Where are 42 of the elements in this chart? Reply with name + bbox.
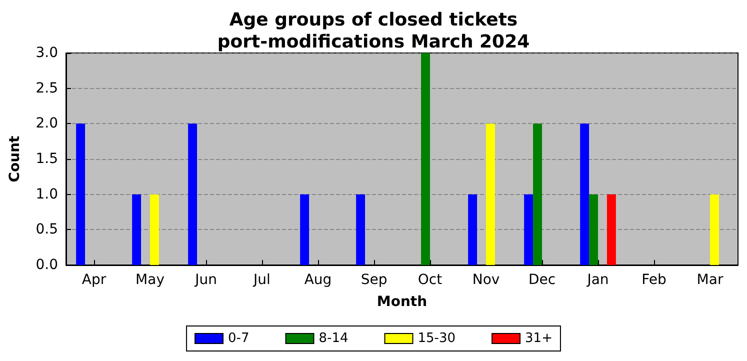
bar	[580, 124, 590, 265]
bar	[468, 194, 478, 265]
x-tick-label: Aug	[304, 272, 332, 288]
x-tick-label: Sep	[360, 272, 388, 288]
y-tick-label: 3.0	[36, 45, 58, 61]
bar	[589, 194, 598, 265]
x-tick-label: Jan	[586, 272, 609, 288]
y-tick-label: 1.5	[36, 151, 58, 167]
bar	[524, 194, 534, 265]
bar	[421, 53, 430, 265]
bar	[300, 194, 310, 265]
bar	[150, 194, 159, 265]
bar	[710, 194, 719, 265]
bar	[132, 194, 142, 265]
legend-label: 15-30	[418, 331, 456, 346]
y-tick-label: 1.0	[36, 186, 58, 202]
chart-subtitle: port-modifications March 2024	[217, 32, 530, 52]
x-tick-label: Nov	[472, 272, 500, 288]
legend-label: 8-14	[318, 331, 348, 346]
x-axis-title: Month	[376, 294, 428, 310]
bar	[356, 194, 366, 265]
x-tick-label: Mar	[696, 272, 724, 288]
y-axis-title: Count	[7, 135, 23, 182]
y-tick-label: 2.5	[36, 80, 58, 96]
x-tick-label: Apr	[82, 272, 106, 288]
bar	[188, 124, 198, 265]
x-tick-label: Dec	[528, 272, 556, 288]
bar	[76, 124, 86, 265]
x-tick-label: Jul	[252, 272, 270, 288]
legend-label: 0-7	[228, 331, 250, 346]
x-tick-label: Feb	[642, 272, 666, 288]
bar	[486, 124, 495, 265]
y-tick-label: 0.0	[36, 257, 58, 273]
bar	[533, 124, 542, 265]
x-tick-label: Jun	[194, 272, 217, 288]
x-tick-label: Oct	[418, 272, 443, 288]
chart-title: Age groups of closed tickets	[229, 10, 518, 30]
x-tick-label: May	[136, 272, 164, 288]
bar	[606, 194, 616, 265]
y-tick-label: 0.5	[36, 222, 58, 238]
legend-label: 31+	[525, 331, 552, 346]
y-tick-label: 2.0	[36, 116, 58, 132]
